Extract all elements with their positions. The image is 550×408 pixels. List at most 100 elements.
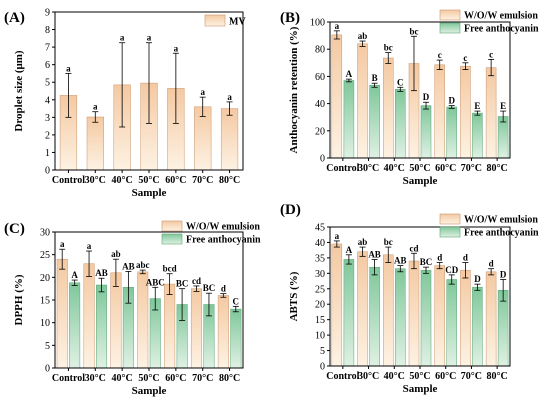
y-tick-label: 30 (40, 228, 50, 239)
y-axis-label: ABTS (%) (288, 271, 300, 321)
legend-swatch (439, 9, 461, 21)
bar (497, 116, 509, 159)
significance-letter: A (71, 270, 78, 280)
error-bar (71, 279, 78, 286)
error-bar (98, 277, 105, 293)
bar (357, 251, 368, 367)
x-tick-label: Control (52, 373, 85, 384)
chart-panel-3: (C) a a ab abc bcd cd d A AB AB ABC BC BC C 0 5 10 15 20 25 3… (4, 220, 261, 397)
x-tick-label: 60°C (435, 371, 456, 382)
significance-letter: bc (409, 26, 418, 36)
bar (395, 89, 406, 159)
x-tick-label: 70°C (192, 175, 213, 186)
bar (83, 263, 95, 369)
error-bar (397, 265, 404, 273)
significance-letter: ab (358, 237, 368, 247)
y-tick-label: 8 (45, 25, 50, 36)
x-tick-label: 80°C (219, 373, 240, 384)
bar (86, 116, 104, 171)
bar (434, 64, 445, 159)
significance-letter: CD (445, 265, 458, 275)
error-bar (139, 269, 146, 275)
legend-label: W/O/W emulsion (464, 11, 538, 22)
error-bar (448, 274, 455, 285)
significance-letter: ab (111, 249, 121, 259)
legend-label: MV (229, 17, 246, 28)
y-tick-label: 45 (315, 223, 325, 234)
bar (485, 271, 497, 367)
chart-panel-1: (A) a a a a a a a 0 1 2 3 4 5 6 7 8 9 Control 30°C 40°C 50°C 6… (4, 8, 246, 200)
error-bar (385, 246, 392, 263)
y-tick-label: 10 (40, 318, 50, 329)
significance-letter: d (437, 253, 442, 263)
significance-letter: E (500, 101, 506, 111)
bar (357, 43, 368, 159)
significance-letter: a (60, 239, 65, 249)
y-tick-label: 20 (315, 126, 325, 137)
significance-letter: a (87, 241, 92, 251)
y-tick-label: 0 (320, 362, 325, 373)
x-tick-label: 80°C (219, 175, 240, 186)
significance-letter: C (397, 77, 404, 87)
x-tick-label: 30°C (358, 371, 379, 382)
bar (383, 57, 394, 159)
y-tick-label: 1 (45, 148, 50, 159)
legend-swatch (439, 226, 461, 238)
y-tick-label: 6 (45, 60, 50, 71)
significance-letter: E (474, 101, 480, 111)
y-tick-label: 30 (315, 269, 325, 280)
y-tick-label: 35 (315, 253, 325, 264)
bar (420, 269, 432, 367)
panel-label: (D) (280, 202, 301, 218)
error-bar (488, 268, 495, 276)
error-bar (125, 271, 132, 304)
error-bar (172, 52, 179, 124)
bar (434, 265, 445, 367)
x-tick-label: Control (52, 175, 85, 186)
significance-letter: AB (122, 261, 135, 271)
panel-label: (B) (280, 10, 300, 26)
error-bar (474, 283, 481, 291)
significance-letter: d (221, 284, 226, 294)
bar (343, 259, 355, 367)
significance-letter: C (233, 296, 240, 306)
significance-letter: AB (368, 249, 381, 259)
error-bar (232, 305, 239, 313)
y-tick-label: 20 (315, 300, 325, 311)
error-bar (59, 248, 66, 270)
x-tick-label: 50°C (138, 175, 159, 186)
bar (408, 260, 420, 367)
x-axis-label: Sample (403, 383, 438, 395)
x-tick-label: 50°C (409, 371, 430, 382)
error-bar (462, 262, 469, 279)
chart-panel-4: (D) a ab bc cd d d d A AB AB BC CD D D 0 5 10 15 20 25 30 35 40… (280, 202, 539, 395)
error-bar (86, 250, 93, 277)
bar (331, 34, 343, 159)
error-bar (146, 42, 152, 124)
bar (331, 243, 343, 367)
significance-letter: AB (95, 268, 108, 278)
y-axis-label: DPPH (%) (13, 274, 25, 325)
x-tick-label: 40°C (112, 175, 133, 186)
significance-letter: c (438, 50, 442, 60)
error-bar (65, 73, 72, 118)
x-tick-label: 80°C (487, 163, 508, 174)
x-tick-label: 40°C (112, 373, 133, 384)
error-bar (226, 101, 233, 116)
y-tick-label: 0 (45, 166, 50, 177)
significance-letter: BC (420, 257, 433, 267)
x-tick-label: 50°C (409, 163, 430, 174)
y-tick-label: 5 (45, 78, 50, 89)
bar (446, 279, 457, 367)
significance-letter: d (463, 253, 468, 263)
significance-letter: BC (176, 279, 189, 289)
bar (369, 266, 380, 367)
x-tick-label: 30°C (85, 373, 106, 384)
significance-letter: bcd (163, 264, 177, 274)
y-tick-label: 7 (45, 43, 50, 54)
significance-letter: a (335, 231, 340, 241)
significance-letter: a (66, 63, 71, 73)
error-bar (92, 111, 99, 123)
legend-label: W/O/W emulsion (186, 222, 260, 233)
error-bar (166, 273, 173, 295)
